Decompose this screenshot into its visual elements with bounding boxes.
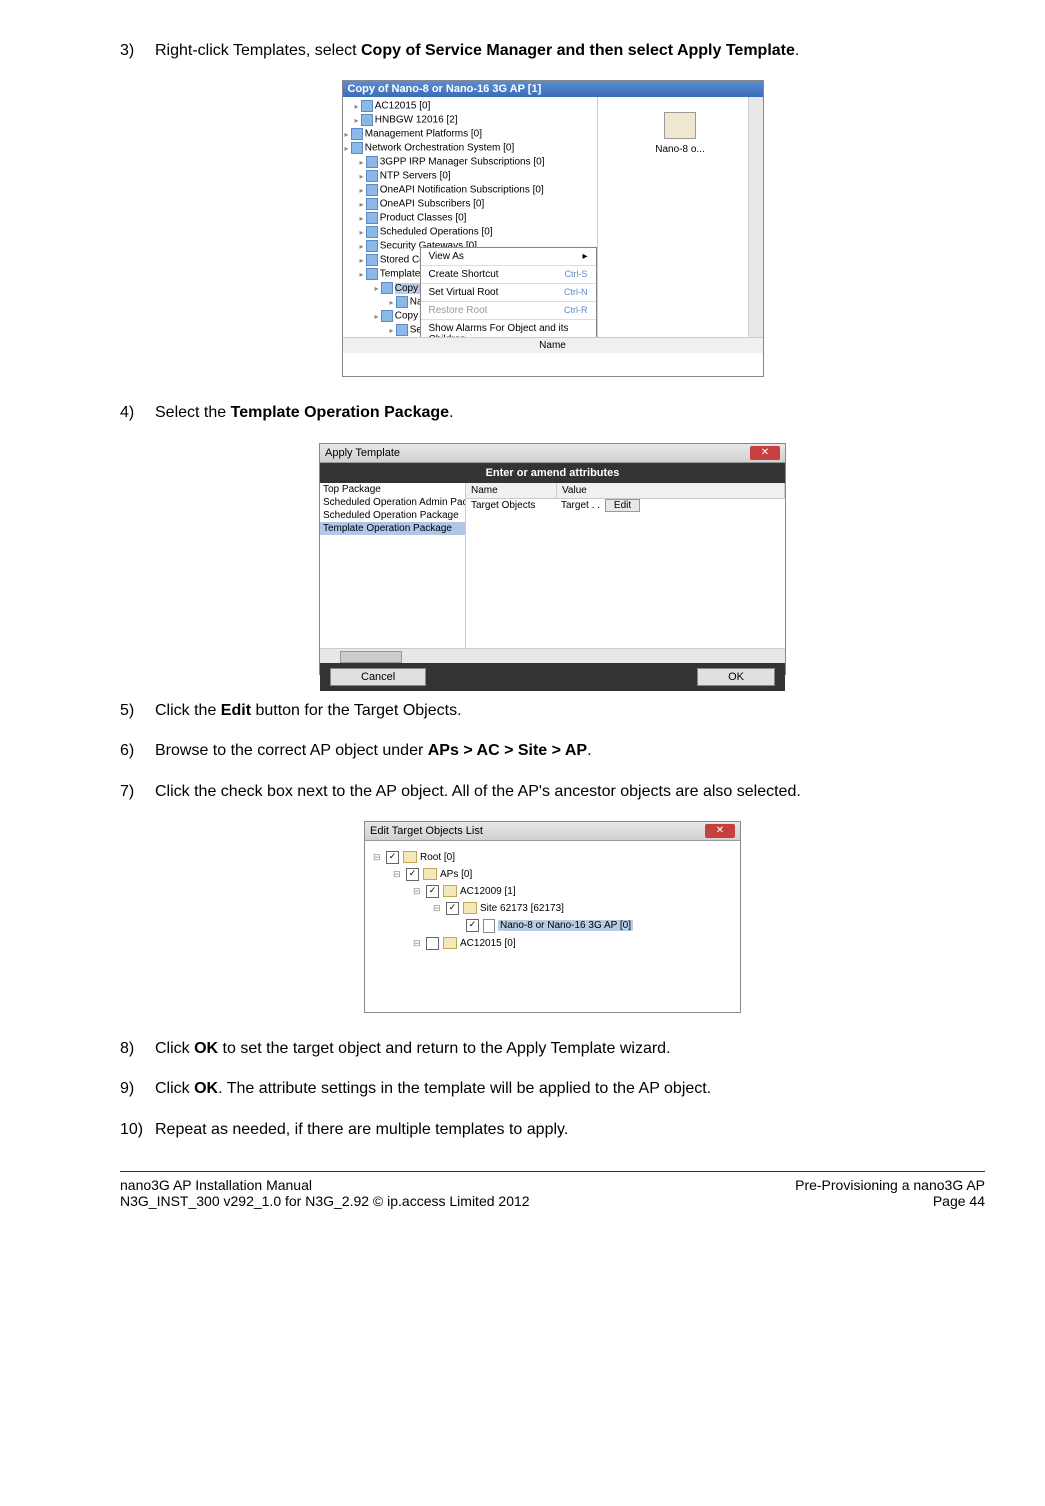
page-footer: nano3G AP Installation Manual N3G_INST_3… <box>120 1171 985 1209</box>
checkbox[interactable] <box>406 868 419 881</box>
preview-label: Nano-8 o... <box>608 144 753 155</box>
attr-value: Target . . <box>556 499 605 512</box>
step-text: Browse to the correct AP object under AP… <box>155 740 985 762</box>
target-tree: ⊟Root [0]⊟APs [0]⊟AC12009 [1]⊟Site 62173… <box>365 841 740 1012</box>
attr-name: Target Objects <box>466 499 556 512</box>
step-number: 8) <box>120 1038 155 1060</box>
context-menu-item[interactable]: View As▸ <box>421 248 596 266</box>
name-column-header: Name <box>343 337 763 353</box>
scrollbar-horizontal[interactable] <box>320 648 785 663</box>
step-number: 7) <box>120 781 155 803</box>
step-5: 5) Click the Edit button for the Target … <box>120 700 985 722</box>
tree-item[interactable]: Scheduled Operations [0] <box>360 225 595 239</box>
tree-item[interactable]: OneAPI Notification Subscriptions [0] <box>360 183 595 197</box>
close-button[interactable]: ✕ <box>705 824 735 838</box>
step-text: Repeat as needed, if there are multiple … <box>155 1119 985 1141</box>
screenshot-copy-template: Copy of Nano-8 or Nano-16 3G AP [1] AC12… <box>342 80 764 377</box>
close-button[interactable]: ✕ <box>750 446 780 460</box>
folder-icon <box>423 868 437 880</box>
preview-icon <box>664 112 696 139</box>
step-number: 3) <box>120 40 155 62</box>
step-text: Right-click Templates, select Copy of Se… <box>155 40 985 62</box>
tree-item[interactable]: AC12015 [0] <box>355 99 595 113</box>
context-menu: View As▸Create ShortcutCtrl-SSet Virtual… <box>420 247 597 337</box>
tree-item[interactable]: NTP Servers [0] <box>360 169 595 183</box>
step-number: 10) <box>120 1119 155 1141</box>
window-titlebar: Copy of Nano-8 or Nano-16 3G AP [1] <box>343 81 763 97</box>
step-text: Click OK to set the target object and re… <box>155 1038 985 1060</box>
step-text: Click the Edit button for the Target Obj… <box>155 700 985 722</box>
tree-item[interactable]: Network Orchestration System [0] <box>345 141 595 155</box>
step-6: 6) Browse to the correct AP object under… <box>120 740 985 762</box>
checkbox[interactable] <box>446 902 459 915</box>
tree-item[interactable]: OneAPI Subscribers [0] <box>360 197 595 211</box>
step-number: 6) <box>120 740 155 762</box>
preview-panel: Nano-8 o... <box>598 97 763 337</box>
target-tree-item[interactable]: ⊟APs [0] <box>393 866 732 883</box>
step-7: 7) Click the check box next to the AP ob… <box>120 781 985 803</box>
package-item[interactable]: Scheduled Operation Admin Pac <box>320 496 465 509</box>
checkbox[interactable] <box>466 919 479 932</box>
column-name: Name <box>466 483 557 498</box>
window-titlebar: Edit Target Objects List ✕ <box>365 822 740 841</box>
column-value: Value <box>557 483 785 498</box>
tree-item[interactable]: HNBGW 12016 [2] <box>355 113 595 127</box>
folder-icon <box>463 902 477 914</box>
scrollbar-vertical[interactable] <box>748 97 763 337</box>
dialog-header: Enter or amend attributes <box>320 463 785 483</box>
target-tree-item[interactable]: Nano-8 or Nano-16 3G AP [0] <box>453 917 732 935</box>
cancel-button[interactable]: Cancel <box>330 668 426 686</box>
step-number: 9) <box>120 1078 155 1100</box>
tree-panel: AC12015 [0]HNBGW 12016 [2]Management Pla… <box>343 97 598 337</box>
tree-item[interactable]: Management Platforms [0] <box>345 127 595 141</box>
step-number: 4) <box>120 402 155 424</box>
context-menu-item[interactable]: Restore RootCtrl-R <box>421 302 596 320</box>
step-text: Select the Template Operation Package. <box>155 402 985 424</box>
edit-button[interactable]: Edit <box>605 499 640 512</box>
step-text: Click the check box next to the AP objec… <box>155 781 985 803</box>
step-3: 3) Right-click Templates, select Copy of… <box>120 40 985 62</box>
checkbox[interactable] <box>426 885 439 898</box>
footer-page: Page 44 <box>795 1193 985 1209</box>
folder-icon <box>403 851 417 863</box>
footer-section: Pre-Provisioning a nano3G AP <box>795 1177 985 1193</box>
target-tree-item[interactable]: ⊟Site 62173 [62173] <box>433 900 732 917</box>
package-list: Top PackageScheduled Operation Admin Pac… <box>320 483 466 648</box>
context-menu-item[interactable]: Set Virtual RootCtrl-N <box>421 284 596 302</box>
ok-button[interactable]: OK <box>697 668 775 686</box>
target-tree-item[interactable]: ⊟Root [0] <box>373 849 732 866</box>
target-tree-item[interactable]: ⊟AC12009 [1] <box>413 883 732 900</box>
target-tree-item[interactable]: ⊟AC12015 [0] <box>413 935 732 952</box>
step-9: 9) Click OK. The attribute settings in t… <box>120 1078 985 1100</box>
footer-doc-version: N3G_INST_300 v292_1.0 for N3G_2.92 © ip.… <box>120 1193 530 1209</box>
tree-item[interactable]: 3GPP IRP Manager Subscriptions [0] <box>360 155 595 169</box>
tree-item[interactable]: Product Classes [0] <box>360 211 595 225</box>
checkbox[interactable] <box>386 851 399 864</box>
file-icon <box>483 919 495 933</box>
step-10: 10) Repeat as needed, if there are multi… <box>120 1119 985 1141</box>
context-menu-item[interactable]: Show Alarms For Object and its Children <box>421 320 596 337</box>
attributes-panel: Name Value Target Objects Target . . Edi… <box>466 483 785 648</box>
step-text: Click OK. The attribute settings in the … <box>155 1078 985 1100</box>
step-8: 8) Click OK to set the target object and… <box>120 1038 985 1060</box>
folder-icon <box>443 937 457 949</box>
screenshot-edit-targets: Edit Target Objects List ✕ ⊟Root [0]⊟APs… <box>364 821 741 1013</box>
folder-icon <box>443 885 457 897</box>
package-item[interactable]: Top Package <box>320 483 465 496</box>
step-number: 5) <box>120 700 155 722</box>
context-menu-item[interactable]: Create ShortcutCtrl-S <box>421 266 596 284</box>
window-titlebar: Apply Template ✕ <box>320 444 785 463</box>
package-item[interactable]: Scheduled Operation Package <box>320 509 465 522</box>
package-item[interactable]: Template Operation Package <box>320 522 465 535</box>
step-4: 4) Select the Template Operation Package… <box>120 402 985 424</box>
footer-doc-title: nano3G AP Installation Manual <box>120 1177 530 1193</box>
checkbox[interactable] <box>426 937 439 950</box>
screenshot-apply-template: Apply Template ✕ Enter or amend attribut… <box>319 443 786 675</box>
